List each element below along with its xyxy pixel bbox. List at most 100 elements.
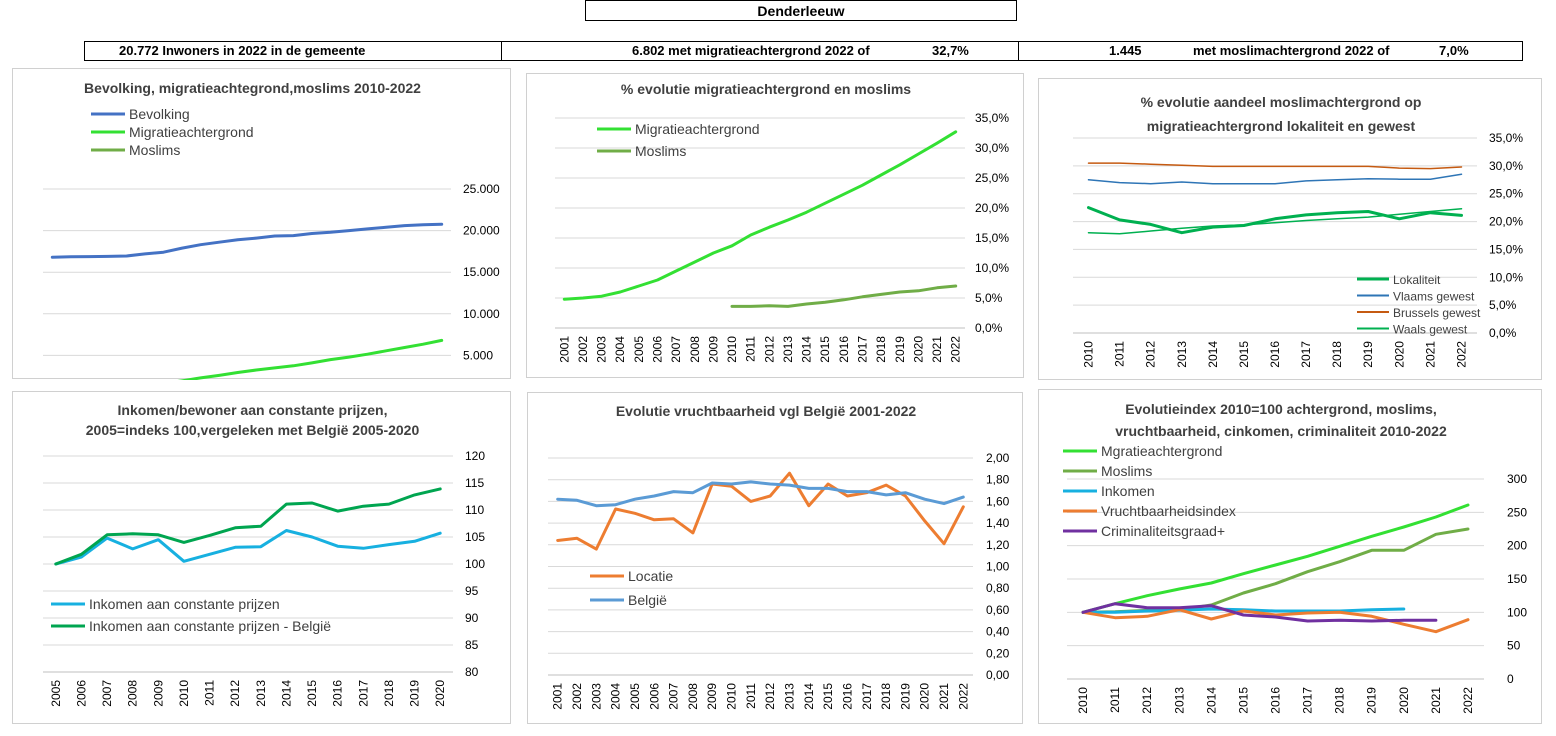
series-line-migratieachtergrond: [562, 130, 958, 301]
stats-row: 20.772 Inwoners in 2022 in de gemeente 6…: [84, 41, 1523, 61]
x-tick-label: 2006: [651, 336, 665, 363]
x-tick-label: 2013: [254, 680, 268, 707]
x-tick-label: 2014: [800, 336, 814, 363]
y-tick-label: 35,0%: [975, 111, 1009, 125]
legend-label: Moslims: [635, 143, 686, 159]
x-tick-label: 2019: [898, 683, 912, 710]
x-tick-label: 2012: [763, 683, 777, 710]
series-line-mgratieachtergrond: [1081, 503, 1470, 614]
x-tick-label: 2016: [1268, 341, 1282, 368]
x-tick-label: 2012: [228, 680, 242, 707]
x-tick-label: 2021: [930, 336, 944, 363]
x-tick-label: 2015: [821, 683, 835, 710]
y-tick-label: 0,80: [986, 581, 1010, 595]
x-tick-label: 2014: [1204, 687, 1218, 714]
x-tick-label: 2009: [151, 680, 165, 707]
x-tick-label: 2021: [1423, 341, 1437, 368]
legend-label: Migratieachtergrond: [635, 121, 760, 137]
legend-label: Mgratieachtergrond: [1101, 443, 1222, 459]
chart-population: Bevolking, migratieachtegrond,moslims 20…: [43, 80, 500, 380]
x-tick-label: 2010: [1082, 341, 1096, 368]
x-tick-label: 2013: [781, 336, 795, 363]
legend-label: Moslims: [1101, 463, 1152, 479]
chart-panel-pct-evolution: % evolutie migratieachtergrond en moslim…: [526, 73, 1024, 378]
y-tick-label: 25,0%: [975, 171, 1009, 185]
x-tick-label: 2022: [949, 336, 963, 363]
x-tick-label: 2022: [1461, 687, 1475, 714]
y-tick-label: 95: [465, 584, 479, 598]
chart-muslim-share: % evolutie aandeel moslimachtergrond op m…: [1073, 94, 1523, 368]
x-tick-label: 2007: [667, 683, 681, 710]
series-line-migratieachtergrond: [177, 338, 444, 380]
x-tick-label: 2017: [860, 683, 874, 710]
x-tick-label: 2020: [433, 680, 447, 707]
x-tick-label: 2008: [688, 336, 702, 363]
y-tick-label: 1,00: [986, 560, 1010, 574]
x-tick-label: 2009: [706, 336, 720, 363]
y-tick-label: 50: [1507, 639, 1521, 653]
series-line-criminaliteitsgraad-: [1081, 602, 1438, 623]
x-tick-label: 2020: [918, 683, 932, 710]
y-tick-label: 10,0%: [975, 261, 1009, 275]
x-tick-label: 2011: [744, 683, 758, 709]
x-tick-label: 2002: [570, 683, 584, 710]
x-tick-label: 2001: [557, 336, 571, 363]
chart-panel-muslim-share: % evolutie aandeel moslimachtergrond op m…: [1038, 78, 1542, 380]
legend-label: Bevolking: [129, 106, 190, 122]
legend-label: Moslims: [129, 142, 180, 158]
series-line-inkomen-aan-constante-prijzen-belgi-: [54, 487, 442, 566]
y-tick-label: 0,20: [986, 646, 1010, 660]
y-tick-label: 30,0%: [1489, 159, 1523, 173]
x-tick-label: 2004: [609, 683, 623, 710]
x-tick-label: 2022: [956, 683, 970, 710]
y-tick-label: 0,60: [986, 603, 1010, 617]
migration-count-text: 6.802 met migratieachtergrond 2022 of: [632, 43, 870, 58]
x-tick-label: 2016: [840, 683, 854, 710]
x-tick-label: 2017: [356, 680, 370, 707]
x-tick-label: 2015: [1236, 687, 1250, 714]
y-tick-label: 35,0%: [1489, 131, 1523, 145]
y-tick-label: 10.000: [463, 307, 500, 321]
chart-title: Evolutieindex 2010=100 achtergrond, mosl…: [1125, 401, 1437, 417]
chart-panel-income: Inkomen/bewoner aan constante prijzen, 20…: [12, 391, 511, 724]
x-tick-label: 2003: [589, 683, 603, 710]
page-title: Denderleeuw: [585, 0, 1017, 21]
y-tick-label: 0,0%: [1489, 326, 1517, 340]
x-tick-label: 2013: [1175, 341, 1189, 368]
x-tick-label: 2005: [49, 680, 63, 707]
y-tick-label: 90: [465, 611, 479, 625]
y-tick-label: 80: [465, 665, 479, 679]
legend-label: Waals gewest: [1393, 323, 1468, 337]
x-tick-label: 2003: [595, 336, 609, 363]
chart-title: Inkomen/bewoner aan constante prijzen,: [118, 402, 388, 418]
x-tick-label: 2019: [1361, 341, 1375, 368]
x-tick-label: 2019: [893, 336, 907, 363]
y-tick-label: 5,0%: [975, 291, 1003, 305]
x-tick-label: 2011: [203, 680, 217, 706]
chart-title: 2005=indeks 100,vergeleken met België 20…: [86, 422, 420, 438]
x-tick-label: 2007: [100, 680, 114, 707]
x-tick-label: 2015: [1237, 341, 1251, 368]
x-tick-label: 2010: [177, 680, 191, 707]
x-tick-label: 2012: [1144, 341, 1158, 368]
x-tick-label: 2012: [1140, 687, 1154, 714]
x-tick-label: 2001: [551, 683, 565, 710]
x-tick-label: 2021: [1429, 687, 1443, 714]
x-tick-label: 2005: [628, 683, 642, 710]
x-tick-label: 2014: [279, 680, 293, 707]
series-line-brussels-gewest: [1087, 162, 1463, 170]
muslim-cell: 1.445 met moslimachtergrond 2022 of 7,0%: [1018, 41, 1523, 61]
series-line-locatie: [556, 471, 965, 551]
series-line-belgi-: [556, 480, 965, 508]
y-tick-label: 30,0%: [975, 141, 1009, 155]
x-tick-label: 2014: [1206, 341, 1220, 368]
chart-title: Evolutie vruchtbaarheid vgl België 2001-…: [616, 403, 917, 419]
x-tick-label: 2019: [408, 680, 422, 707]
chart-index: Evolutieindex 2010=100 achtergrond, mosl…: [1063, 401, 1527, 714]
y-tick-label: 0,00: [986, 668, 1010, 682]
x-tick-label: 2006: [647, 683, 661, 710]
x-tick-label: 2017: [1301, 687, 1315, 714]
chart-panel-index: Evolutieindex 2010=100 achtergrond, mosl…: [1038, 389, 1542, 724]
x-tick-label: 2018: [879, 683, 893, 710]
y-tick-label: 20,0%: [1489, 215, 1523, 229]
